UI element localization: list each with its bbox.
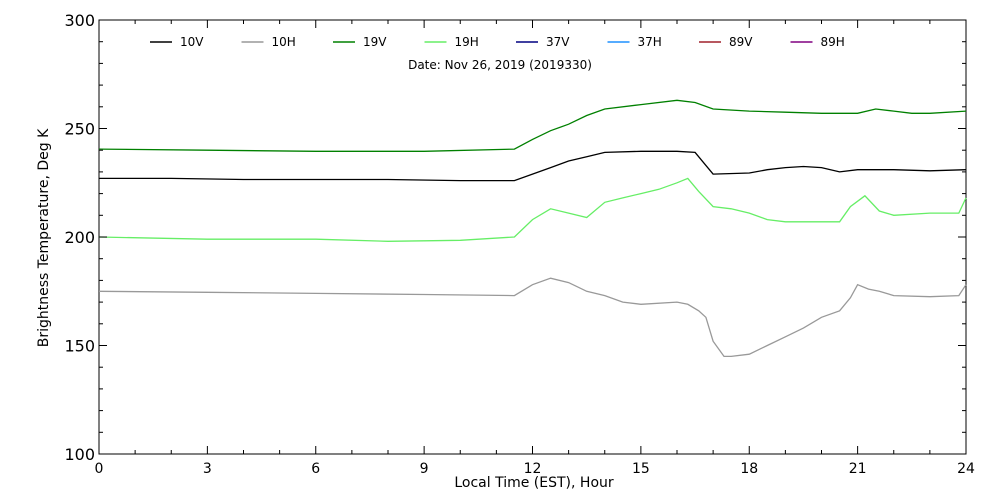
y-tick-label: 300: [64, 11, 95, 30]
legend-label-19h: 19H: [455, 35, 479, 49]
y-tick-label: 150: [64, 337, 95, 356]
series-line-19v: [98, 99, 967, 152]
x-axis-label: Local Time (EST), Hour: [454, 475, 614, 491]
x-tick-label: 12: [524, 461, 542, 477]
legend-label-10h: 10H: [272, 35, 296, 49]
y-tick-label: 200: [64, 228, 95, 247]
legend-label-37v: 37V: [546, 35, 570, 49]
x-tick-label: 18: [740, 461, 758, 477]
x-tick-label: 21: [849, 461, 867, 477]
x-tick-label: 3: [203, 461, 212, 477]
legend-label-19v: 19V: [363, 35, 387, 49]
legend-label-10v: 10V: [180, 35, 204, 49]
legend: 10V 10H 19V 19H 37V 37H 89V 89H: [150, 35, 845, 49]
series-line-10h: [98, 277, 967, 358]
legend-label-89h: 89H: [821, 35, 845, 49]
plot-frame: [98, 19, 967, 455]
series-line-19h: [98, 177, 967, 242]
x-tick-label: 0: [95, 461, 104, 477]
x-tick-label: 15: [632, 461, 650, 477]
legend-label-37h: 37H: [638, 35, 662, 49]
x-tick-label: 24: [957, 461, 975, 477]
x-axis-ticks: 0 3 6 9 12 15 18 21 24: [95, 20, 975, 477]
series-line-10v: [99, 150, 967, 182]
y-tick-label: 100: [64, 445, 95, 464]
date-annotation: Date: Nov 26, 2019 (2019330): [408, 58, 592, 72]
x-tick-label: 6: [311, 461, 320, 477]
legend-label-89v: 89V: [729, 35, 753, 49]
y-axis-ticks: 100 150 200 250 300: [64, 11, 966, 464]
x-tick-label: 9: [420, 461, 429, 477]
series-layer: [98, 99, 967, 358]
y-axis-label: Brightness Temperature, Deg K: [36, 128, 52, 347]
y-tick-label: 250: [64, 120, 95, 139]
